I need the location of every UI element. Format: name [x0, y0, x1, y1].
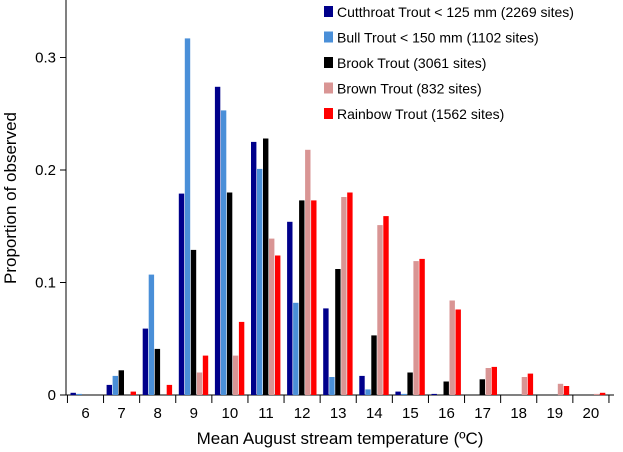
y-tick-label: 0.2: [35, 162, 56, 179]
bar-0-8: [359, 375, 365, 395]
legend-swatch: [324, 31, 333, 43]
bar-3-11: [485, 368, 491, 395]
bar-3-9: [413, 261, 419, 395]
bar-1-3: [184, 38, 191, 396]
bar-4-2: [166, 384, 173, 395]
bar-3-8: [377, 225, 383, 395]
bar-2-11: [479, 379, 485, 396]
x-tick-label: 10: [222, 405, 239, 422]
bar-1-9: [401, 393, 407, 395]
bar-4-1: [130, 391, 136, 395]
bar-3-7: [341, 197, 347, 395]
x-tick-label: 20: [583, 405, 600, 422]
x-tick-label: 7: [117, 405, 125, 422]
legend-label: Brook Trout (3061 sites): [337, 55, 486, 71]
bar-4-7: [347, 192, 353, 395]
y-tick-label: 0.3: [35, 50, 56, 67]
y-ticks: 0 0.1 0.2 0.3: [35, 50, 66, 404]
bar-0-1: [106, 384, 112, 395]
bar-3-13: [557, 383, 564, 396]
x-tick-label: 18: [510, 405, 527, 422]
bar-1-8: [365, 389, 371, 395]
bar-1-0: [76, 393, 82, 395]
bar-4-5: [275, 255, 281, 395]
x-tick-label: 6: [81, 405, 89, 422]
legend-swatch: [324, 108, 333, 119]
bar-4-11: [491, 366, 497, 395]
legend-swatch: [324, 82, 333, 94]
bar-0-2: [142, 328, 149, 395]
bar-3-5: [269, 238, 275, 395]
bar-4-9: [419, 258, 425, 395]
x-tick-label: 15: [402, 405, 419, 422]
bar-0-9: [395, 391, 401, 395]
x-ticks: 6 7 8 9 10 11 12 13 14 15 16 17 18 19 20: [66, 395, 610, 422]
legend-swatch: [324, 57, 333, 68]
bar-2-5: [263, 138, 269, 395]
bar-0-10: [431, 393, 437, 395]
bar-4-3: [202, 355, 209, 395]
legend-label: Cutthroat Trout < 125 mm (2269 sites): [337, 4, 574, 20]
bar-0-5: [251, 141, 257, 395]
bar-3-14: [593, 393, 600, 395]
bar-0-6: [287, 221, 293, 396]
bar-0-0: [70, 392, 76, 396]
bar-3-10: [449, 300, 455, 395]
y-tick-label: 0.1: [35, 275, 56, 292]
bar-4-12: [527, 373, 534, 395]
bar-3-12: [521, 377, 528, 395]
bar-2-10: [443, 381, 449, 395]
bar-4-6: [311, 200, 317, 395]
bar-1-2: [148, 274, 155, 395]
bar-1-5: [257, 168, 263, 395]
x-axis-title: Mean August stream temperature (ºC): [197, 429, 484, 448]
bar-0-3: [178, 193, 185, 395]
x-tick-label: 14: [366, 405, 383, 422]
y-axis-title: Proportion of observed: [1, 112, 20, 284]
bar-4-4: [238, 321, 245, 395]
bar-1-7: [329, 377, 335, 395]
bar-2-2: [154, 348, 161, 395]
bar-0-7: [323, 308, 329, 395]
bar-1-4: [220, 110, 227, 396]
x-tick-label: 12: [294, 405, 311, 422]
legend-label: Bull Trout < 150 mm (1102 sites): [337, 30, 539, 46]
bar-4-10: [455, 309, 461, 395]
bar-2-4: [226, 192, 233, 395]
bar-4-13: [563, 386, 570, 395]
bar-2-3: [190, 249, 197, 395]
legend-label: Brown Trout (832 sites): [337, 81, 482, 97]
bar-4-8: [383, 216, 389, 395]
bar-2-7: [335, 269, 341, 395]
legend-swatch: [324, 6, 333, 17]
x-tick-label: 13: [330, 405, 347, 422]
x-tick-label: 17: [474, 405, 491, 422]
y-tick-label: 0: [48, 387, 56, 404]
bar-2-1: [118, 370, 124, 396]
legend: Cutthroat Trout < 125 mm (2269 sites) Bul…: [324, 4, 574, 122]
x-tick-label: 9: [190, 405, 198, 422]
bar-1-6: [293, 302, 299, 396]
bar-4-14: [599, 392, 606, 396]
bar-3-6: [305, 149, 311, 396]
x-tick-label: 16: [438, 405, 455, 422]
bar-2-9: [407, 372, 413, 395]
bar-3-3: [196, 372, 203, 395]
legend-label: Rainbow Trout (1562 sites): [337, 106, 504, 122]
bar-2-8: [371, 335, 377, 395]
bar-1-1: [112, 375, 118, 395]
x-tick-label: 8: [154, 405, 162, 422]
bars: [70, 38, 606, 396]
bar-0-4: [214, 86, 221, 396]
bar-3-4: [232, 355, 239, 395]
x-tick-label: 11: [258, 405, 274, 422]
bar-2-6: [299, 200, 305, 395]
x-tick-label: 19: [546, 405, 563, 422]
